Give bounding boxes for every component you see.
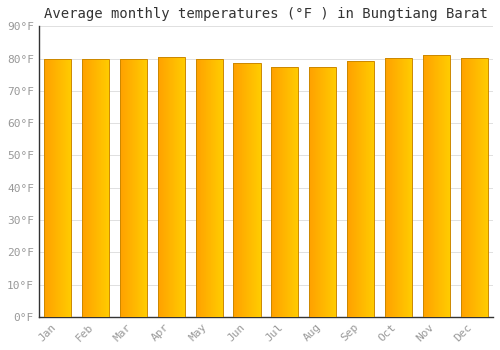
Bar <box>422 55 450 317</box>
Bar <box>385 58 412 317</box>
Title: Average monthly temperatures (°F ) in Bungtiang Barat: Average monthly temperatures (°F ) in Bu… <box>44 7 488 21</box>
Bar <box>44 58 72 317</box>
Bar <box>82 58 109 317</box>
Bar <box>309 66 336 317</box>
Bar <box>234 63 260 317</box>
Bar <box>271 66 298 317</box>
Bar <box>347 61 374 317</box>
Bar <box>196 59 223 317</box>
Bar <box>158 57 185 317</box>
Bar <box>460 58 488 317</box>
Bar <box>120 59 147 317</box>
